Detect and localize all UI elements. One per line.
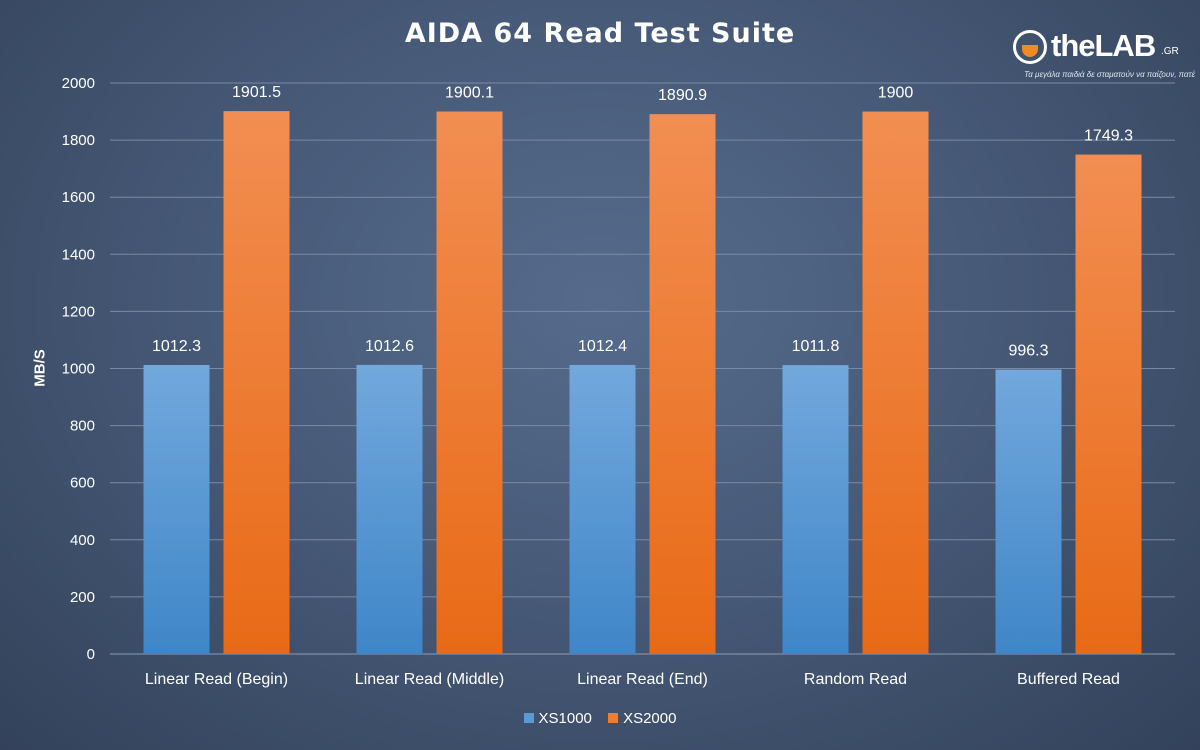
- bar-xs1000: [143, 364, 210, 654]
- y-tick-label: 2000: [62, 75, 95, 92]
- data-label: 1900.1: [445, 85, 494, 102]
- bar-xs2000: [436, 111, 503, 655]
- data-label: 1890.9: [658, 87, 707, 104]
- y-tick-label: 1800: [62, 132, 95, 149]
- data-label: 1012.4: [578, 338, 627, 355]
- legend: XS1000 XS2000: [0, 710, 1200, 727]
- y-tick-label: 600: [70, 475, 95, 492]
- bar-xs1000: [995, 369, 1062, 654]
- data-label: 1012.3: [152, 338, 201, 355]
- data-label: 1749.3: [1084, 128, 1133, 145]
- bar-xs2000: [862, 111, 929, 655]
- logo-suffix: .GR: [1161, 46, 1179, 57]
- legend-swatch-xs2000: [608, 713, 619, 723]
- x-tick-label: Linear Read (Middle): [355, 671, 504, 688]
- legend-item-xs2000: XS2000: [608, 710, 676, 727]
- legend-label-xs1000: XS1000: [538, 710, 592, 727]
- y-tick-label: 1600: [62, 189, 95, 206]
- x-tick-label: Linear Read (End): [577, 671, 708, 688]
- bar-xs1000: [569, 364, 636, 654]
- bar-xs1000: [782, 365, 849, 654]
- x-tick-label: Buffered Read: [1017, 671, 1120, 688]
- legend-label-xs2000: XS2000: [623, 710, 677, 727]
- bar-xs1000: [356, 364, 423, 654]
- data-label: 1012.6: [365, 338, 414, 355]
- y-tick-label: 1400: [62, 246, 95, 263]
- logo-text: theLAB: [1051, 28, 1156, 63]
- bar-xs2000: [649, 114, 716, 654]
- y-tick-label: 0: [87, 646, 95, 663]
- legend-item-xs1000: XS1000: [523, 710, 592, 727]
- x-tick-label: Linear Read (Begin): [145, 671, 288, 688]
- data-label: 1011.8: [792, 338, 840, 355]
- logo-tagline: Τα μεγάλα παιδιά δε σταματούν να παίζουν…: [1024, 70, 1195, 79]
- x-tick-label: Random Read: [804, 671, 907, 688]
- y-tick-label: 1200: [62, 303, 95, 320]
- y-tick-label: 400: [70, 532, 95, 549]
- bar-xs2000: [1075, 154, 1142, 655]
- data-label: 1901.5: [232, 84, 281, 101]
- y-tick-label: 800: [70, 418, 95, 435]
- y-tick-label: 200: [70, 589, 95, 606]
- data-label: 1900: [878, 85, 914, 102]
- power-icon: [1013, 30, 1047, 64]
- chart-title: AIDA 64 Read Test Suite: [404, 18, 796, 49]
- legend-swatch-xs1000: [523, 713, 534, 723]
- thelab-logo: theLAB .GR Τα μεγάλα παιδιά δε σταματούν…: [1005, 28, 1195, 86]
- data-label: 996.3: [1008, 343, 1048, 360]
- y-tick-label: 1000: [62, 361, 95, 378]
- bar-xs2000: [223, 111, 290, 654]
